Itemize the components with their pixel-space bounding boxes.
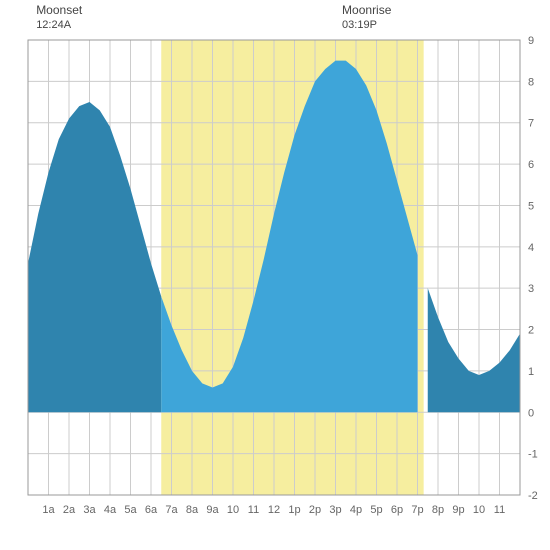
chart-svg: -2-101234567891a2a3a4a5a6a7a8a9a1011121p… [0, 0, 550, 550]
x-tick-label: 10 [227, 504, 239, 516]
moonset-time: 12:24A [36, 19, 72, 31]
moonrise-label: Moonrise [342, 3, 392, 17]
x-tick-label: 7a [165, 504, 178, 516]
y-tick-label: 7 [528, 118, 534, 130]
x-tick-label: 5a [124, 504, 137, 516]
x-tick-label: 12 [268, 504, 280, 516]
y-tick-label: 6 [528, 159, 534, 171]
x-tick-label: 1p [288, 504, 300, 516]
y-tick-label: 2 [528, 325, 534, 337]
x-tick-label: 10 [473, 504, 485, 516]
y-tick-label: 9 [528, 35, 534, 47]
x-tick-label: 8p [432, 504, 444, 516]
x-tick-label: 3p [329, 504, 341, 516]
x-tick-label: 11 [248, 504, 259, 516]
x-tick-label: 9a [206, 504, 219, 516]
y-tick-label: 4 [528, 242, 534, 254]
x-tick-label: 4a [104, 504, 117, 516]
x-tick-label: 2p [309, 504, 321, 516]
y-tick-label: 0 [528, 407, 534, 419]
x-tick-label: 4p [350, 504, 362, 516]
y-tick-label: 1 [528, 366, 534, 378]
y-tick-label: 8 [528, 76, 534, 88]
y-tick-label: -1 [528, 449, 538, 461]
x-tick-label: 6a [145, 504, 158, 516]
x-tick-label: 5p [370, 504, 382, 516]
y-tick-label: -2 [528, 490, 538, 502]
moonrise-time: 03:19P [342, 19, 377, 31]
x-tick-label: 9p [452, 504, 464, 516]
y-tick-label: 5 [528, 200, 534, 212]
x-tick-label: 8a [186, 504, 199, 516]
tide-chart: { "chart": { "type": "area", "width": 55… [0, 0, 550, 550]
x-tick-label: 3a [83, 504, 96, 516]
x-tick-label: 2a [63, 504, 76, 516]
x-tick-label: 11 [494, 504, 505, 516]
x-tick-label: 6p [391, 504, 403, 516]
y-tick-label: 3 [528, 283, 534, 295]
x-tick-label: 7p [411, 504, 423, 516]
moonset-label: Moonset [36, 3, 83, 17]
x-tick-label: 1a [42, 504, 55, 516]
